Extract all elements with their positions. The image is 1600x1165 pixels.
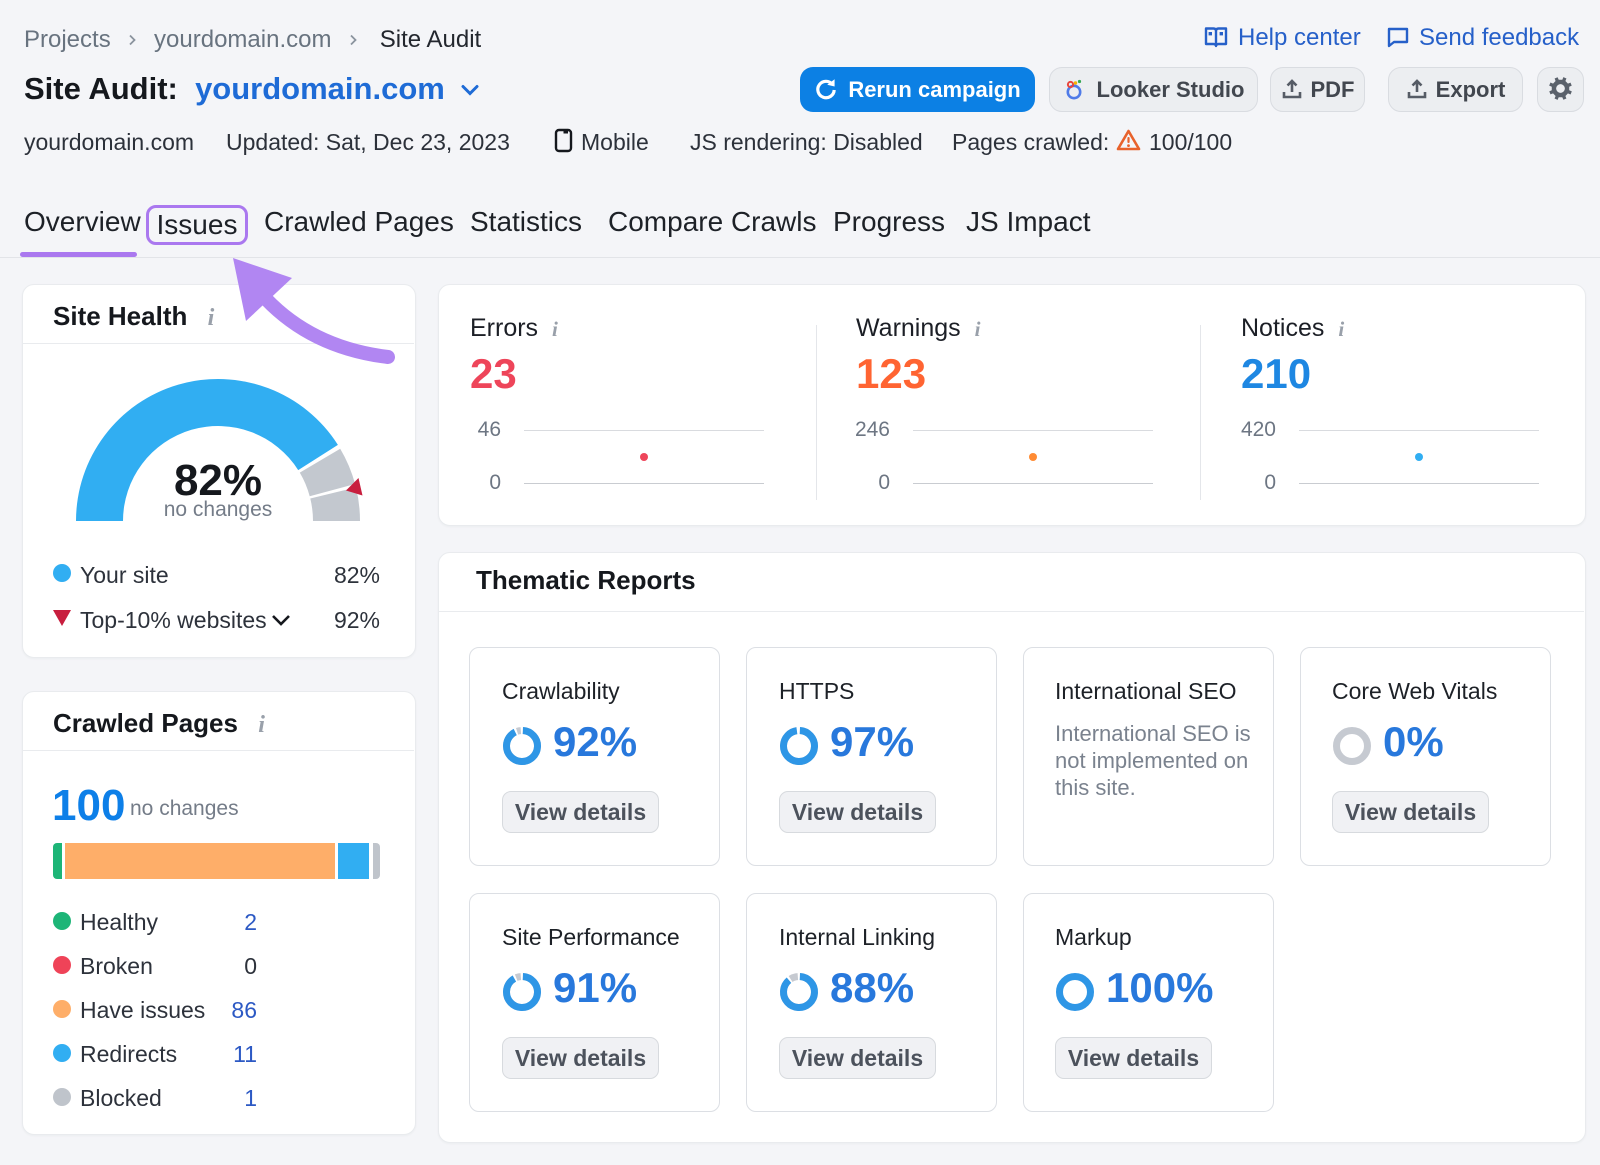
svg-text:82%: 82% (174, 456, 262, 505)
svg-text:no changes: no changes (164, 498, 273, 521)
